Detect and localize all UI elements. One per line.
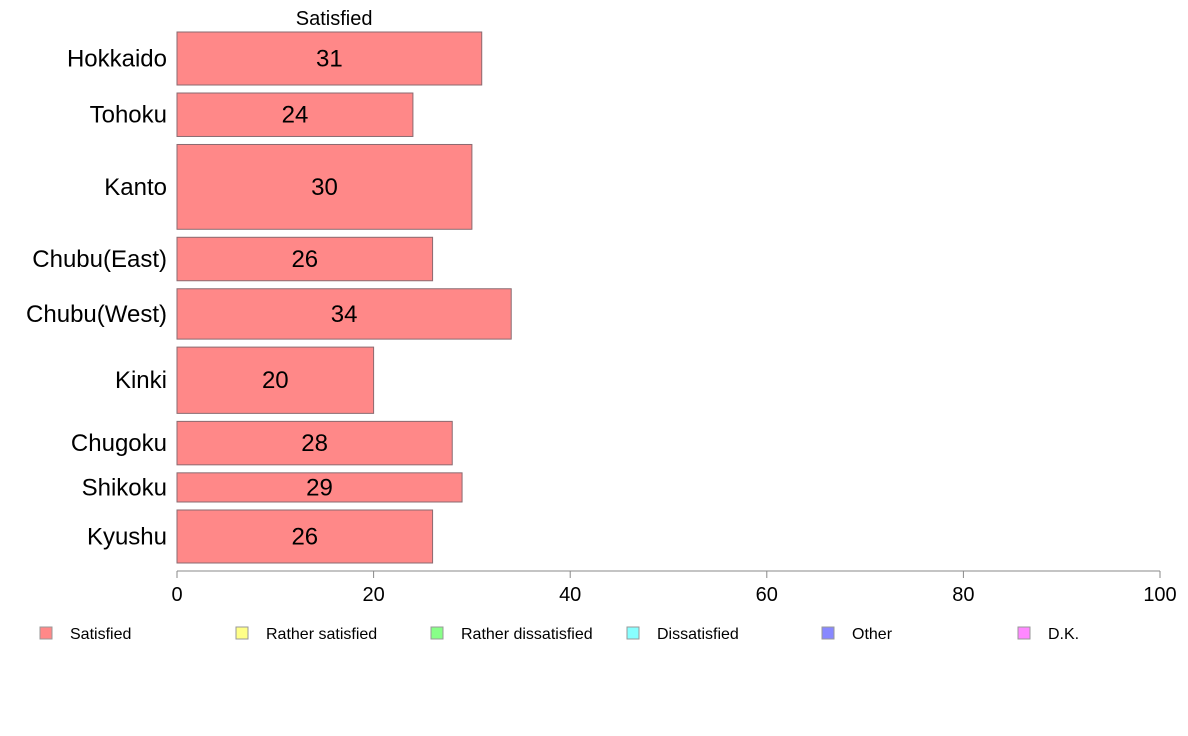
bar-kyushu-satisfied (176, 509, 434, 564)
category-label-kanto: Kanto (104, 174, 167, 201)
legend-swatch-rather-dissatisfied (430, 626, 444, 640)
bar-value-label: 26 (291, 523, 318, 550)
category-label-kinki: Kinki (115, 367, 167, 394)
legend-label-dissatisfied: Dissatisfied (657, 626, 739, 643)
x-tick-label: 40 (559, 584, 581, 606)
bar-value-label: 28 (301, 430, 328, 457)
legend-label-d-k: D.K. (1048, 626, 1079, 643)
x-tick-label: 80 (952, 584, 974, 606)
legend-label-rather-dissatisfied: Rather dissatisfied (461, 626, 593, 643)
legend-swatch-satisfied (39, 626, 53, 640)
x-tick-label: 0 (171, 584, 182, 606)
bar-value-label: 34 (331, 301, 358, 328)
category-label-chubu-east: Chubu(East) (32, 246, 167, 273)
category-label-shikoku: Shikoku (82, 474, 167, 501)
category-label-hokkaido: Hokkaido (67, 46, 167, 73)
bar-hokkaido-satisfied (176, 31, 483, 86)
top-series-label: Satisfied (296, 8, 373, 30)
category-label-kyushu: Kyushu (87, 523, 167, 550)
bar-chubu-west-satisfied (176, 288, 512, 340)
bar-tohoku-satisfied (176, 92, 414, 137)
legend-label-other: Other (852, 626, 893, 643)
bar-value-label: 31 (316, 46, 343, 73)
bar-value-label: 26 (291, 246, 318, 273)
bar-value-label: 24 (282, 102, 309, 129)
x-tick-label: 60 (756, 584, 778, 606)
bar-value-label: 20 (262, 367, 289, 394)
bar-chugoku-satisfied (176, 420, 453, 466)
category-label-tohoku: Tohoku (90, 102, 167, 129)
legend-swatch-d-k (1017, 626, 1031, 640)
bar-kanto-satisfied (176, 143, 473, 230)
bar-shikoku-satisfied (176, 472, 463, 503)
legend-swatch-dissatisfied (626, 626, 640, 640)
legend-label-satisfied: Satisfied (70, 626, 131, 643)
bar-value-label: 29 (306, 474, 333, 501)
x-tick-label: 100 (1143, 584, 1176, 606)
category-label-chugoku: Chugoku (71, 430, 167, 457)
legend-swatch-other (821, 626, 835, 640)
x-tick-label: 20 (362, 584, 384, 606)
bar-kinki-satisfied (176, 346, 375, 414)
category-label-chubu-west: Chubu(West) (26, 301, 167, 328)
bar-value-label: 30 (311, 174, 338, 201)
legend-label-rather-satisfied: Rather satisfied (266, 626, 377, 643)
bar-chubu-east-satisfied (176, 236, 434, 282)
legend-swatch-rather-satisfied (235, 626, 249, 640)
